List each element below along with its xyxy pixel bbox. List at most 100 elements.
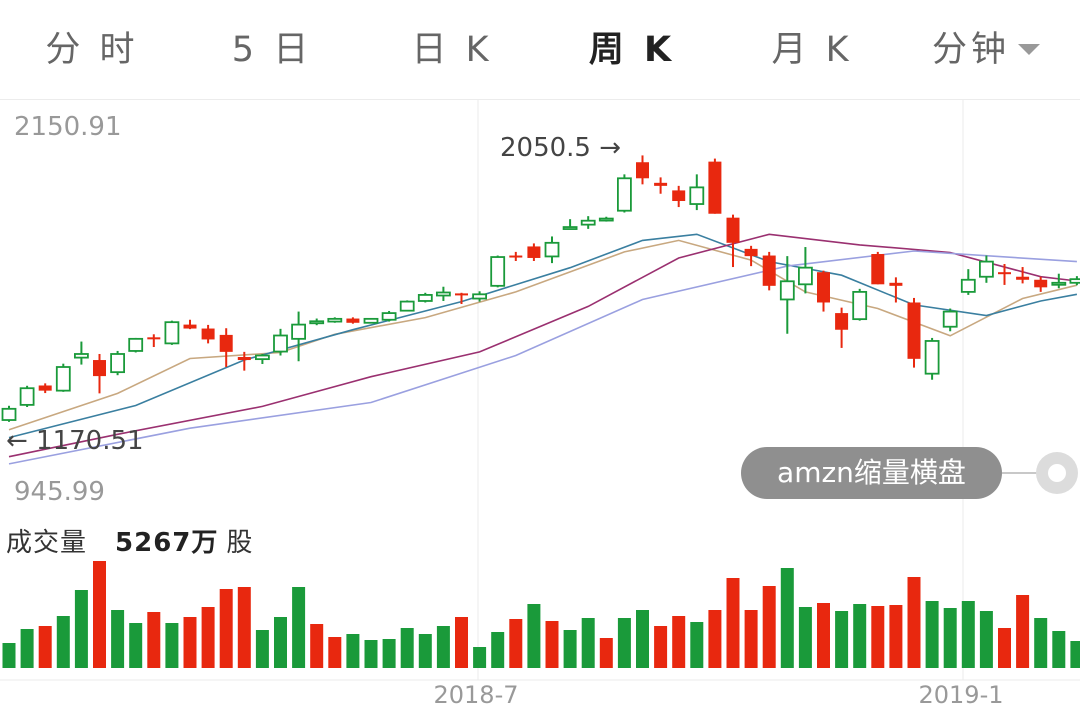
candle xyxy=(562,219,578,230)
volume-bar xyxy=(581,618,595,668)
volume-bar xyxy=(129,623,143,668)
volume-bar xyxy=(563,630,577,668)
candle xyxy=(889,277,903,303)
candle xyxy=(762,251,776,291)
volume-bar xyxy=(93,561,106,668)
tab-weekly-k[interactable]: 周 K xyxy=(588,30,676,70)
candle xyxy=(19,385,35,407)
volume-bar xyxy=(762,586,776,668)
volume-bar xyxy=(961,601,975,668)
candle xyxy=(509,251,523,261)
annotation-connector xyxy=(1002,472,1038,474)
candle xyxy=(273,328,288,356)
volume-bar xyxy=(998,628,1011,668)
tab-daily-k[interactable]: 日 K xyxy=(411,30,493,70)
candle-body xyxy=(762,255,776,286)
candle-body xyxy=(889,282,903,286)
ma30-line xyxy=(8,250,1077,465)
caret-down-icon xyxy=(1018,43,1040,55)
volume-bar xyxy=(599,638,613,668)
candle xyxy=(435,286,451,301)
candle-body xyxy=(309,320,325,325)
volume-bar xyxy=(455,617,468,668)
volume-bar xyxy=(346,634,360,668)
volume-bar xyxy=(364,640,378,668)
volume-bar xyxy=(237,587,251,668)
candle xyxy=(74,341,89,365)
candle-body xyxy=(1051,281,1067,286)
candle xyxy=(726,214,740,268)
volume-bar xyxy=(636,610,649,668)
candle xyxy=(1,405,17,422)
volume-bar xyxy=(38,626,52,668)
annotation-dot-icon[interactable] xyxy=(1036,452,1078,494)
candle xyxy=(580,216,596,229)
volume-bar xyxy=(473,647,487,668)
volume-bar xyxy=(708,610,722,668)
candle-body xyxy=(327,317,343,323)
min-price-marker: ← 1170.51 xyxy=(6,426,144,456)
candle-body xyxy=(254,354,270,361)
candle xyxy=(744,245,758,267)
candle xyxy=(254,353,270,364)
candle-body xyxy=(817,272,830,303)
candle-body xyxy=(708,161,722,214)
tab-timeshare[interactable]: 分 时 xyxy=(45,30,139,70)
candle xyxy=(381,310,397,322)
candle-body xyxy=(164,321,180,345)
volume-bar xyxy=(1070,641,1080,668)
x-tick-label: 2018-7 xyxy=(433,681,518,709)
volume-bar xyxy=(527,604,541,668)
volume-bar xyxy=(310,624,324,668)
volume-value: 5267万 xyxy=(115,528,219,558)
y-axis-min-label: 945.99 xyxy=(14,477,105,507)
candle-body xyxy=(1034,279,1048,288)
volume-bar xyxy=(780,568,794,668)
candle xyxy=(871,251,885,285)
candle xyxy=(327,317,343,323)
volume-bar xyxy=(165,623,179,668)
candle xyxy=(55,363,71,392)
volume-bar xyxy=(400,628,414,668)
volume-bar xyxy=(56,616,70,668)
candle-body xyxy=(527,246,541,258)
candle xyxy=(598,216,614,222)
tab-minute[interactable]: 分钟 xyxy=(926,24,1046,76)
volume-bar xyxy=(871,606,885,668)
candle xyxy=(942,308,958,332)
candle-body xyxy=(455,293,468,296)
candle xyxy=(110,350,125,376)
candle xyxy=(817,270,830,312)
volume-bar xyxy=(436,626,450,668)
candlestick-series xyxy=(1,155,1080,422)
candle-body xyxy=(998,272,1011,275)
tab-monthly-k[interactable]: 月 K xyxy=(771,30,853,70)
candle xyxy=(38,383,52,394)
candle-body xyxy=(472,293,488,300)
candle xyxy=(346,317,360,324)
candle-body xyxy=(636,162,649,179)
candle-body xyxy=(960,278,976,293)
candle-body xyxy=(924,340,940,375)
volume-bar xyxy=(545,621,559,668)
volume-bar xyxy=(889,605,903,668)
candle-body xyxy=(852,290,868,321)
annotation-badge[interactable]: amzn缩量横盘 xyxy=(741,447,1002,499)
candle-body xyxy=(1,407,17,421)
volume-readout: 成交量 5267万股 xyxy=(6,522,253,559)
volume-bar xyxy=(925,601,939,668)
candle xyxy=(309,318,325,326)
volume-bar xyxy=(418,634,432,668)
volume-bar xyxy=(183,617,197,668)
volume-bar xyxy=(111,610,125,668)
volume-bar xyxy=(835,611,849,668)
candle-body xyxy=(617,177,632,212)
candle xyxy=(147,334,161,348)
candle-body xyxy=(744,248,758,257)
volume-bar xyxy=(979,611,993,668)
candle-body xyxy=(979,260,994,278)
candle-body xyxy=(201,328,215,340)
volume-bar xyxy=(509,619,523,668)
tab-5-day[interactable]: 5 日 xyxy=(231,30,313,70)
